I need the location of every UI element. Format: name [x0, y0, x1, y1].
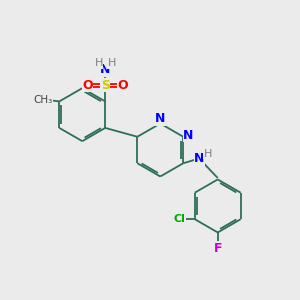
Text: H: H — [94, 58, 103, 68]
Text: H: H — [203, 148, 212, 158]
Text: CH₃: CH₃ — [34, 95, 53, 105]
Text: F: F — [214, 242, 222, 254]
Text: S: S — [101, 79, 110, 92]
Text: Cl: Cl — [173, 214, 185, 224]
Text: N: N — [194, 152, 205, 165]
Text: O: O — [118, 79, 128, 92]
Text: N: N — [100, 63, 110, 76]
Text: N: N — [183, 129, 194, 142]
Text: N: N — [154, 112, 165, 125]
Text: H: H — [107, 58, 116, 68]
Text: O: O — [82, 79, 93, 92]
